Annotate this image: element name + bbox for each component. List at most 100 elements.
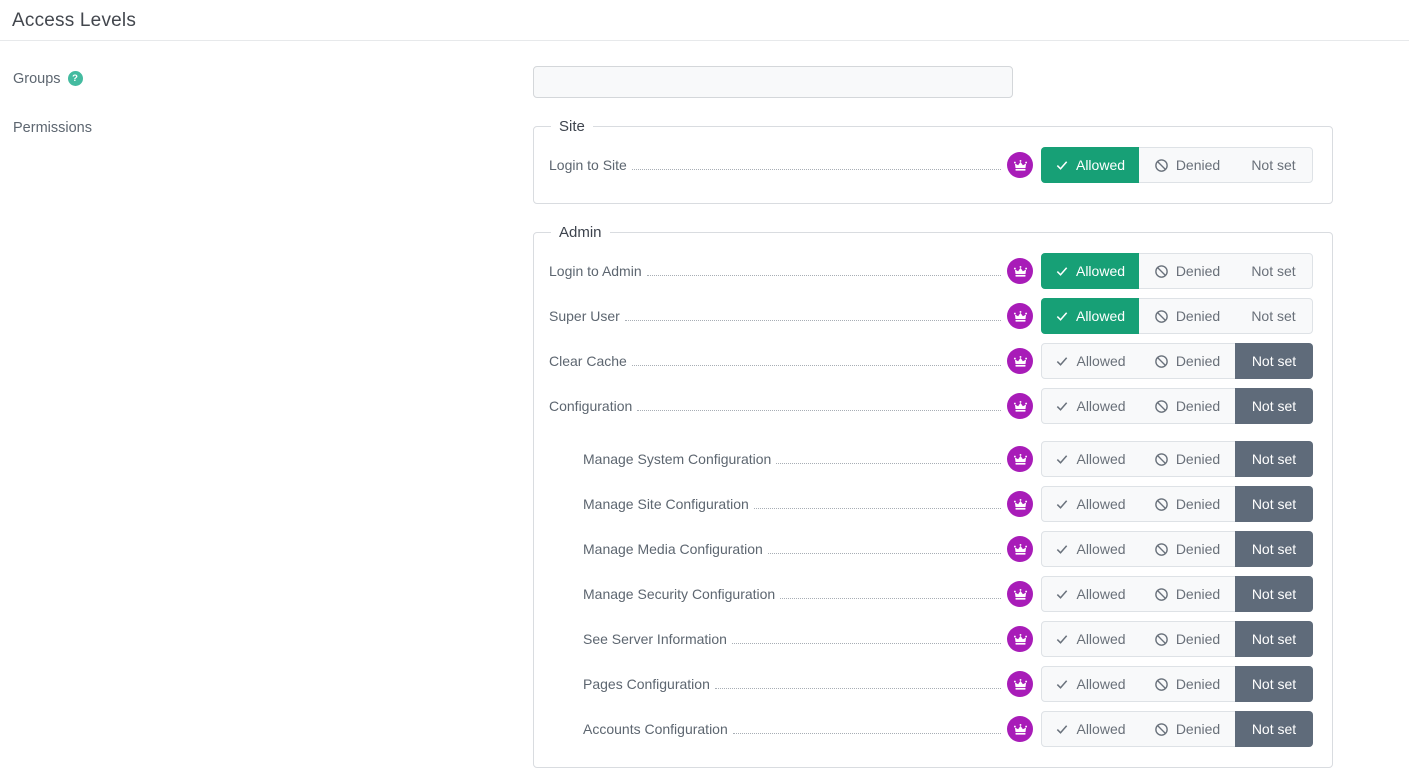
not-set-button[interactable]: Not set (1235, 343, 1313, 379)
denied-button[interactable]: Denied (1139, 667, 1235, 701)
permission-row: Manage Media Configuration Allowed (549, 531, 1313, 567)
allowed-button[interactable]: Allowed (1042, 389, 1139, 423)
permission-label: Configuration (549, 398, 633, 414)
denied-button-label: Denied (1175, 308, 1221, 324)
permission-section: Site Login to Site Allowed (533, 118, 1333, 204)
allowed-button[interactable]: Allowed (1041, 253, 1139, 289)
not-set-button[interactable]: Not set (1235, 299, 1312, 333)
permission-row: Accounts Configuration Allowed (549, 711, 1313, 747)
allowed-button[interactable]: Allowed (1042, 344, 1139, 378)
crown-icon (1007, 393, 1033, 419)
allowed-button[interactable]: Allowed (1042, 667, 1139, 701)
crown-icon (1007, 536, 1033, 562)
section-legend: Site (559, 118, 585, 135)
crown-icon (1007, 716, 1033, 742)
permission-label: Accounts Configuration (583, 721, 728, 737)
denied-button[interactable]: Denied (1139, 487, 1235, 521)
sidebar-item-permissions-label: Permissions (13, 120, 92, 136)
not-set-button[interactable]: Not set (1235, 621, 1313, 657)
section-rows: Login to Site Allowed (549, 147, 1313, 183)
denied-button[interactable]: Denied (1139, 622, 1235, 656)
not-set-button[interactable]: Not set (1235, 666, 1313, 702)
allowed-button[interactable]: Allowed (1042, 532, 1139, 566)
denied-button[interactable]: Denied (1139, 344, 1235, 378)
permission-row: Manage Site Configuration Allowed (549, 486, 1313, 522)
permission-label: Manage Site Configuration (583, 496, 749, 512)
not-set-button-label: Not set (1251, 157, 1296, 173)
permission-row: Super User Allowed (549, 298, 1313, 334)
crown-icon (1007, 626, 1033, 652)
denied-button-label: Denied (1175, 676, 1221, 692)
permission-toggle-group: Allowed Denied Not set (1041, 666, 1313, 702)
allowed-button[interactable]: Allowed (1042, 622, 1139, 656)
denied-button-label: Denied (1175, 263, 1221, 279)
allowed-button-label: Allowed (1076, 676, 1126, 692)
not-set-button-label: Not set (1251, 496, 1297, 512)
allowed-button[interactable]: Allowed (1042, 487, 1139, 521)
denied-button[interactable]: Denied (1139, 577, 1235, 611)
crown-icon (1007, 348, 1033, 374)
sidebar-item-permissions: Permissions (13, 120, 533, 136)
permission-toggle-group: Allowed Denied Not set (1041, 253, 1313, 289)
question-circle-icon[interactable]: ? (67, 70, 83, 86)
groups-input[interactable] (533, 66, 1013, 98)
permission-label: Super User (549, 308, 620, 324)
permission-toggle-group: Allowed Denied Not set (1041, 711, 1313, 747)
denied-button[interactable]: Denied (1139, 254, 1235, 288)
allowed-button-label: Allowed (1076, 496, 1126, 512)
denied-button[interactable]: Denied (1139, 389, 1235, 423)
not-set-button-label: Not set (1251, 676, 1297, 692)
not-set-button[interactable]: Not set (1235, 388, 1313, 424)
sidebar: Groups ? Permissions (0, 41, 533, 169)
not-set-button[interactable]: Not set (1235, 254, 1312, 288)
allowed-button-label: Allowed (1076, 631, 1126, 647)
denied-button-label: Denied (1175, 353, 1221, 369)
not-set-button-label: Not set (1251, 721, 1297, 737)
permission-label: Login to Admin (549, 263, 642, 279)
permission-toggle-group: Allowed Denied Not set (1041, 531, 1313, 567)
denied-button[interactable]: Denied (1139, 532, 1235, 566)
permissions-panel: Site Login to Site Allowed (533, 41, 1333, 768)
permission-section: Admin Login to Admin Allowed (533, 224, 1333, 768)
denied-button-label: Denied (1175, 631, 1221, 647)
sidebar-item-groups-label: Groups (13, 71, 61, 87)
denied-button[interactable]: Denied (1139, 148, 1235, 182)
dotted-leader (731, 642, 1001, 644)
denied-button-label: Denied (1175, 451, 1221, 467)
not-set-button[interactable]: Not set (1235, 531, 1313, 567)
permission-label: Login to Site (549, 157, 627, 173)
permission-label: Manage System Configuration (583, 451, 772, 467)
denied-button[interactable]: Denied (1139, 299, 1235, 333)
permission-row: Login to Site Allowed (549, 147, 1313, 183)
denied-button-label: Denied (1175, 157, 1221, 173)
allowed-button-label: Allowed (1076, 353, 1126, 369)
allowed-button[interactable]: Allowed (1041, 298, 1139, 334)
allowed-button[interactable]: Allowed (1042, 577, 1139, 611)
allowed-button[interactable]: Allowed (1042, 442, 1139, 476)
not-set-button[interactable]: Not set (1235, 441, 1313, 477)
allowed-button-label: Allowed (1076, 398, 1126, 414)
permission-row: Clear Cache Allowed (549, 343, 1313, 379)
permission-toggle-group: Allowed Denied Not set (1041, 343, 1313, 379)
denied-button-label: Denied (1175, 721, 1221, 737)
not-set-button-label: Not set (1251, 541, 1297, 557)
allowed-button-label: Allowed (1076, 541, 1126, 557)
denied-button-label: Denied (1175, 586, 1221, 602)
not-set-button[interactable]: Not set (1235, 711, 1313, 747)
allowed-button[interactable]: Allowed (1042, 712, 1139, 746)
dotted-leader (646, 274, 1001, 276)
crown-icon (1007, 446, 1033, 472)
not-set-button[interactable]: Not set (1235, 486, 1313, 522)
dotted-leader (767, 552, 1001, 554)
allowed-button[interactable]: Allowed (1041, 147, 1139, 183)
not-set-button[interactable]: Not set (1235, 148, 1312, 182)
permission-toggle-group: Allowed Denied Not set (1041, 388, 1313, 424)
permission-label: Pages Configuration (583, 676, 710, 692)
not-set-button[interactable]: Not set (1235, 576, 1313, 612)
dotted-leader (637, 409, 1001, 411)
permission-row: Pages Configuration Allowed (549, 666, 1313, 702)
not-set-button-label: Not set (1251, 631, 1297, 647)
denied-button[interactable]: Denied (1139, 442, 1235, 476)
denied-button[interactable]: Denied (1139, 712, 1235, 746)
permission-toggle-group: Allowed Denied Not set (1041, 298, 1313, 334)
